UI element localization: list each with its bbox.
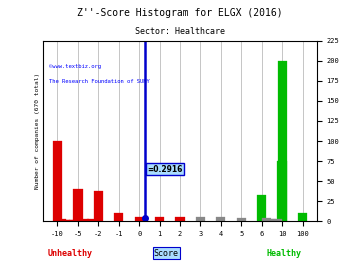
Text: Unhealthy: Unhealthy bbox=[48, 248, 93, 258]
Text: Healthy: Healthy bbox=[266, 248, 301, 258]
Bar bbox=[278, 161, 287, 221]
Bar bbox=[262, 218, 271, 221]
Bar bbox=[257, 195, 266, 221]
Bar bbox=[216, 217, 225, 221]
Text: ©www.textbiz.org: ©www.textbiz.org bbox=[49, 65, 101, 69]
Bar bbox=[65, 220, 74, 221]
Bar bbox=[175, 217, 185, 221]
Bar bbox=[155, 217, 164, 221]
Bar bbox=[73, 189, 82, 221]
Text: Z''-Score Histogram for ELGX (2016): Z''-Score Histogram for ELGX (2016) bbox=[77, 8, 283, 18]
Bar bbox=[273, 219, 282, 221]
Text: Sector: Healthcare: Sector: Healthcare bbox=[135, 27, 225, 36]
Text: The Research Foundation of SUNY: The Research Foundation of SUNY bbox=[49, 79, 149, 84]
Bar bbox=[278, 60, 287, 221]
Bar bbox=[114, 213, 123, 221]
Text: =0.2916: =0.2916 bbox=[147, 164, 183, 174]
Bar bbox=[267, 219, 276, 221]
Bar bbox=[298, 213, 307, 221]
Bar bbox=[57, 219, 66, 221]
Bar bbox=[196, 217, 205, 221]
Bar bbox=[135, 217, 144, 221]
Y-axis label: Number of companies (670 total): Number of companies (670 total) bbox=[35, 73, 40, 189]
Bar bbox=[53, 141, 62, 221]
Bar bbox=[80, 219, 89, 221]
Bar bbox=[61, 220, 70, 221]
Bar bbox=[87, 219, 96, 221]
Text: Score: Score bbox=[154, 248, 179, 258]
Bar bbox=[237, 218, 246, 221]
Bar bbox=[69, 220, 78, 221]
Bar bbox=[94, 191, 103, 221]
